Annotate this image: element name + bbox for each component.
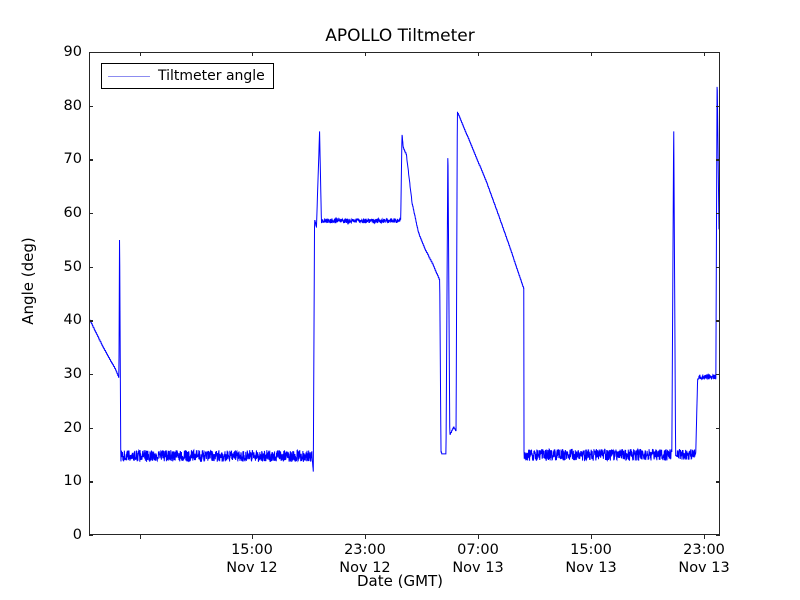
y-axis-tick-label: 50 xyxy=(63,258,82,275)
y-axis-tick-mark xyxy=(716,52,720,54)
plot-area xyxy=(89,52,720,535)
y-axis-tick-label: 90 xyxy=(63,44,82,60)
y-axis-tick-label: 80 xyxy=(63,97,82,114)
x-axis-tick-mark xyxy=(139,52,142,56)
x-axis-tick-mark xyxy=(364,535,367,539)
y-axis-tick-mark xyxy=(89,320,93,322)
x-tick-time: 15:00 xyxy=(231,542,273,558)
y-axis-tick-label: 10 xyxy=(63,473,82,490)
y-axis-tick-mark xyxy=(89,52,93,54)
y-axis-tick-mark xyxy=(89,374,93,376)
y-axis-tick-label: 0 xyxy=(72,527,82,543)
y-axis-tick-mark xyxy=(716,427,720,429)
y-axis-tick-labels: 0 10 20 30 40 50 60 70 80 90 xyxy=(38,0,82,600)
y-axis-tick-mark xyxy=(89,535,93,537)
x-tick-date: Nov 12 xyxy=(339,560,391,576)
x-axis-tick-mark xyxy=(704,535,706,539)
y-axis-tick-label: 30 xyxy=(63,366,82,382)
x-axis-label: Date (GMT) xyxy=(356,572,444,590)
x-tick-time: 15:00 xyxy=(570,542,612,558)
y-axis-tick-label: 60 xyxy=(63,205,82,221)
x-axis-tick-mark xyxy=(478,52,480,56)
x-axis-tick-label: 07:00 Nov 13 xyxy=(418,541,538,577)
y-axis-tick-label: 20 xyxy=(63,419,82,436)
x-tick-date: Nov 13 xyxy=(452,560,504,576)
y-axis-tick-mark xyxy=(716,320,720,322)
y-axis-tick-mark xyxy=(716,535,720,537)
x-axis-tick-mark xyxy=(251,535,254,539)
y-axis-tick-mark xyxy=(89,213,93,215)
x-axis-tick-mark xyxy=(591,52,593,56)
tiltmeter-angle-trace xyxy=(90,87,719,472)
x-tick-time: 23:00 xyxy=(344,542,386,558)
x-axis-tick-mark xyxy=(364,52,367,56)
x-tick-date: Nov 13 xyxy=(565,560,617,576)
y-axis-tick-mark xyxy=(89,266,93,268)
y-axis-label: Angle (deg) xyxy=(19,237,37,325)
x-axis-tick-mark xyxy=(591,535,593,539)
y-axis-tick-mark xyxy=(89,427,93,429)
x-tick-time: 23:00 xyxy=(683,542,725,558)
x-axis-tick-mark xyxy=(251,52,254,56)
y-axis-tick-mark xyxy=(716,213,720,215)
x-axis-tick-label: 23:00 Nov 13 xyxy=(644,541,764,577)
x-axis-tick-label: 15:00 Nov 13 xyxy=(531,541,651,577)
y-axis-tick-label: 40 xyxy=(63,312,82,329)
x-axis-tick-mark xyxy=(139,535,142,539)
data-line-series xyxy=(90,53,719,534)
y-axis-tick-mark xyxy=(716,481,720,483)
chart-legend: Tiltmeter angle xyxy=(101,63,274,89)
chart-title: APOLLO Tiltmeter xyxy=(325,26,475,46)
y-axis-tick-label: 70 xyxy=(63,151,82,168)
x-tick-date: Nov 13 xyxy=(678,560,730,576)
legend-line-swatch xyxy=(108,75,150,77)
y-axis-tick-mark xyxy=(716,159,720,161)
y-axis-tick-mark xyxy=(89,105,93,107)
x-tick-date: Nov 12 xyxy=(226,560,278,576)
x-axis-tick-mark xyxy=(704,52,706,56)
x-axis-tick-label: 23:00 Nov 12 xyxy=(305,541,425,577)
y-axis-tick-mark xyxy=(89,481,93,483)
x-tick-time: 07:00 xyxy=(457,542,499,558)
x-axis-tick-mark xyxy=(478,535,480,539)
y-axis-tick-mark xyxy=(716,266,720,268)
x-axis-tick-label: 15:00 Nov 12 xyxy=(192,541,312,577)
legend-label: Tiltmeter angle xyxy=(158,68,265,84)
y-axis-tick-mark xyxy=(716,374,720,376)
y-axis-tick-mark xyxy=(89,159,93,161)
y-axis-tick-mark xyxy=(716,105,720,107)
